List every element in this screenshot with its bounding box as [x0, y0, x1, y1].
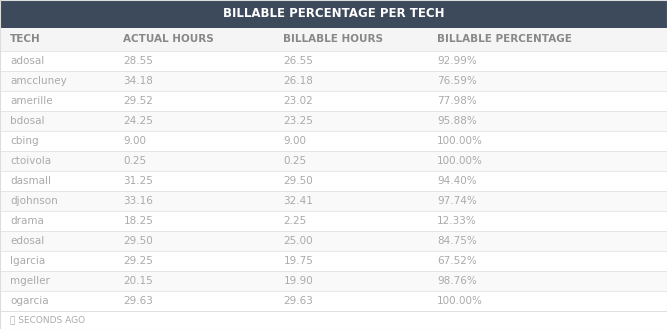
FancyBboxPatch shape — [0, 91, 667, 111]
Text: 24.25: 24.25 — [123, 116, 153, 126]
Text: BILLABLE PERCENTAGE: BILLABLE PERCENTAGE — [437, 35, 572, 44]
Text: 92.99%: 92.99% — [437, 56, 477, 66]
Text: mgeller: mgeller — [10, 276, 50, 286]
Text: 29.50: 29.50 — [283, 176, 313, 186]
FancyBboxPatch shape — [0, 111, 667, 131]
Text: bdosal: bdosal — [10, 116, 45, 126]
FancyBboxPatch shape — [0, 51, 667, 71]
FancyBboxPatch shape — [0, 71, 667, 91]
Text: 84.75%: 84.75% — [437, 236, 477, 246]
Text: 28.55: 28.55 — [123, 56, 153, 66]
Text: 29.25: 29.25 — [123, 256, 153, 266]
Text: 97.74%: 97.74% — [437, 196, 477, 206]
Text: 29.63: 29.63 — [283, 296, 313, 306]
Text: 2.25: 2.25 — [283, 216, 307, 226]
Text: ctoivola: ctoivola — [10, 156, 51, 166]
Text: 100.00%: 100.00% — [437, 296, 483, 306]
FancyBboxPatch shape — [0, 291, 667, 311]
Text: 77.98%: 77.98% — [437, 96, 477, 106]
Text: ogarcia: ogarcia — [10, 296, 49, 306]
FancyBboxPatch shape — [0, 231, 667, 251]
Text: 100.00%: 100.00% — [437, 156, 483, 166]
Text: BILLABLE HOURS: BILLABLE HOURS — [283, 35, 384, 44]
Text: 18.25: 18.25 — [123, 216, 153, 226]
FancyBboxPatch shape — [0, 311, 667, 329]
Text: 26.18: 26.18 — [283, 76, 313, 86]
Text: drama: drama — [10, 216, 44, 226]
Text: 19.75: 19.75 — [283, 256, 313, 266]
Text: amccluney: amccluney — [10, 76, 67, 86]
Text: 29.63: 29.63 — [123, 296, 153, 306]
FancyBboxPatch shape — [0, 191, 667, 211]
Text: ACTUAL HOURS: ACTUAL HOURS — [123, 35, 214, 44]
Text: amerille: amerille — [10, 96, 53, 106]
FancyBboxPatch shape — [0, 28, 667, 51]
Text: 12.33%: 12.33% — [437, 216, 477, 226]
Text: 0.25: 0.25 — [123, 156, 147, 166]
Text: 95.88%: 95.88% — [437, 116, 477, 126]
Text: 33.16: 33.16 — [123, 196, 153, 206]
Text: djohnson: djohnson — [10, 196, 58, 206]
Text: ⧘ SECONDS AGO: ⧘ SECONDS AGO — [10, 316, 85, 324]
FancyBboxPatch shape — [0, 271, 667, 291]
Text: 23.02: 23.02 — [283, 96, 313, 106]
Text: 67.52%: 67.52% — [437, 256, 477, 266]
FancyBboxPatch shape — [0, 211, 667, 231]
Text: 94.40%: 94.40% — [437, 176, 476, 186]
Text: 20.15: 20.15 — [123, 276, 153, 286]
Text: adosal: adosal — [10, 56, 44, 66]
Text: dasmall: dasmall — [10, 176, 51, 186]
Text: 32.41: 32.41 — [283, 196, 313, 206]
Text: 98.76%: 98.76% — [437, 276, 477, 286]
Text: 26.55: 26.55 — [283, 56, 313, 66]
Text: 0.25: 0.25 — [283, 156, 307, 166]
Text: 34.18: 34.18 — [123, 76, 153, 86]
Text: BILLABLE PERCENTAGE PER TECH: BILLABLE PERCENTAGE PER TECH — [223, 8, 444, 20]
Text: 31.25: 31.25 — [123, 176, 153, 186]
Text: lgarcia: lgarcia — [10, 256, 45, 266]
FancyBboxPatch shape — [0, 151, 667, 171]
Text: 19.90: 19.90 — [283, 276, 313, 286]
Text: 100.00%: 100.00% — [437, 136, 483, 146]
FancyBboxPatch shape — [0, 251, 667, 271]
Text: TECH: TECH — [10, 35, 41, 44]
FancyBboxPatch shape — [0, 131, 667, 151]
Text: 9.00: 9.00 — [123, 136, 146, 146]
Text: edosal: edosal — [10, 236, 44, 246]
Text: 9.00: 9.00 — [283, 136, 306, 146]
Text: 76.59%: 76.59% — [437, 76, 477, 86]
FancyBboxPatch shape — [0, 171, 667, 191]
FancyBboxPatch shape — [0, 0, 667, 28]
Text: 23.25: 23.25 — [283, 116, 313, 126]
Text: 29.50: 29.50 — [123, 236, 153, 246]
Text: 29.52: 29.52 — [123, 96, 153, 106]
Text: cbing: cbing — [10, 136, 39, 146]
Text: 25.00: 25.00 — [283, 236, 313, 246]
